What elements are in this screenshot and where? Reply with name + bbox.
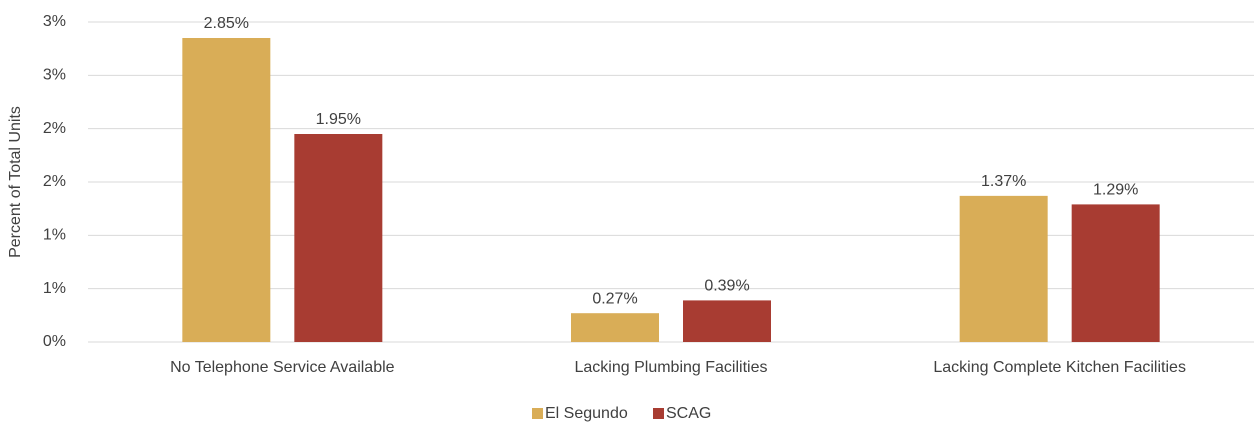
data-label: 1.29%: [1093, 182, 1138, 199]
data-label: 2.85%: [204, 15, 249, 32]
bar: [182, 38, 271, 342]
y-tick-label: 3%: [43, 67, 66, 84]
y-tick-label: 2%: [43, 120, 66, 137]
legend-swatch: [532, 408, 543, 419]
data-label: 1.95%: [316, 111, 361, 128]
y-tick-label: 3%: [43, 13, 66, 30]
x-tick-label: Lacking Complete Kitchen Facilities: [933, 359, 1186, 376]
data-label: 0.39%: [704, 278, 749, 295]
y-tick-label: 2%: [43, 173, 66, 190]
bar: [959, 195, 1048, 342]
data-label: 0.27%: [592, 290, 637, 307]
y-tick-label: 1%: [43, 227, 66, 244]
bar: [1071, 204, 1160, 342]
legend-label: El Segundo: [545, 405, 628, 422]
y-tick-label: 1%: [43, 280, 66, 297]
data-label: 1.37%: [981, 173, 1026, 190]
bar: [571, 313, 659, 342]
x-tick-label: No Telephone Service Available: [170, 359, 395, 376]
legend-swatch: [653, 408, 664, 419]
bar: [683, 300, 771, 342]
bar: [294, 134, 383, 342]
y-tick-label: 0%: [43, 333, 66, 350]
x-tick-label: Lacking Plumbing Facilities: [575, 359, 768, 376]
y-axis-label: Percent of Total Units: [7, 106, 24, 258]
legend-label: SCAG: [666, 405, 711, 422]
